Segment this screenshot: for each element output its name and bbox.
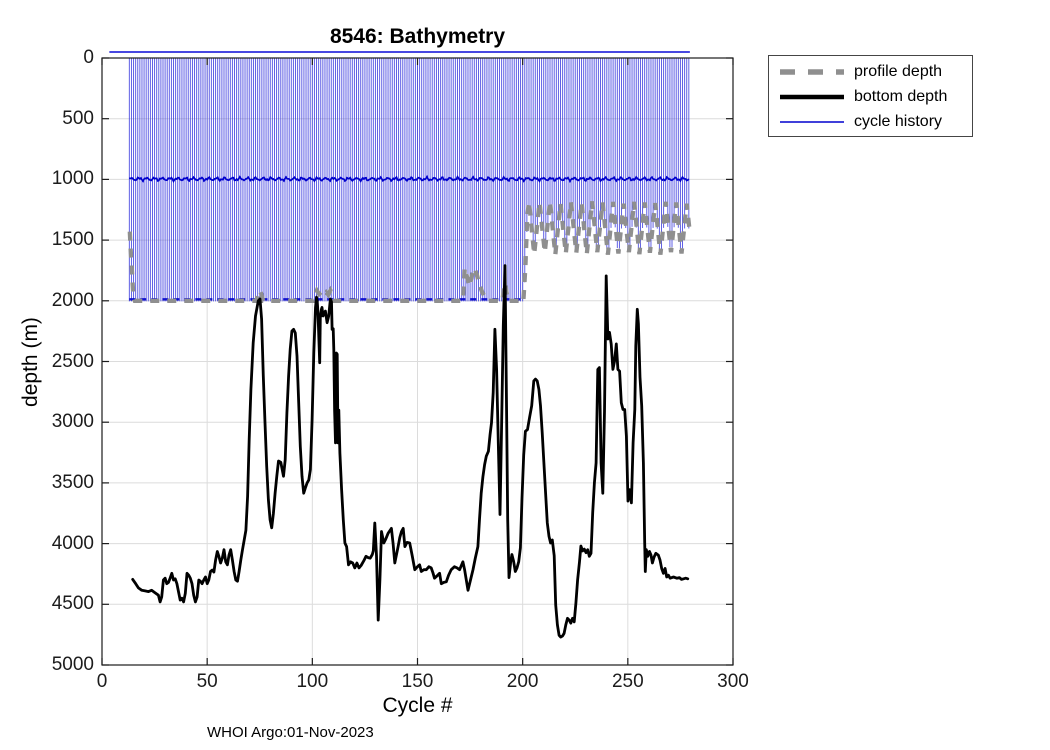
cycle-history-line-icon (780, 120, 844, 123)
profile-depth-line-icon (780, 68, 844, 75)
x-tick-label-300: 300 (717, 671, 749, 692)
y-tick-label-2000: 2000 (51, 289, 94, 311)
legend-item-profile-depth: profile depth (769, 59, 972, 84)
legend-label-bottom-depth: bottom depth (854, 87, 948, 105)
y-tick-label-4000: 4000 (51, 532, 94, 554)
legend: profile depth bottom depth cycle history (768, 55, 973, 137)
legend-label-cycle-history: cycle history (854, 112, 943, 130)
bottom-depth-line-icon (780, 94, 844, 99)
x-axis-label: Cycle # (382, 694, 453, 717)
x-tick-label-0: 0 (96, 671, 108, 692)
y-tick-label-3500: 3500 (51, 471, 94, 493)
y-tick-label-5000: 5000 (51, 654, 94, 675)
y-tick-label-4500: 4500 (51, 593, 94, 615)
footer-caption: WHOI Argo:01-Nov-2023 (207, 724, 374, 741)
x-tick-label-150: 150 (401, 671, 434, 692)
x-tick-label-100: 100 (296, 671, 329, 692)
y-tick-label-3000: 3000 (51, 411, 94, 433)
y-tick-label-0: 0 (83, 47, 94, 68)
x-tick-label-50: 50 (196, 671, 218, 692)
legend-item-bottom-depth: bottom depth (769, 84, 972, 109)
y-tick-label-1500: 1500 (51, 229, 94, 251)
x-tick-label-200: 200 (506, 671, 539, 692)
x-tick-label-250: 250 (611, 671, 644, 692)
legend-label-profile-depth: profile depth (854, 62, 943, 80)
y-tick-label-1000: 1000 (51, 168, 94, 190)
chart-title: 8546: Bathymetry (329, 25, 506, 48)
y-tick-label-500: 500 (62, 107, 94, 129)
legend-item-cycle-history: cycle history (769, 109, 972, 134)
y-tick-label-2500: 2500 (51, 350, 94, 372)
